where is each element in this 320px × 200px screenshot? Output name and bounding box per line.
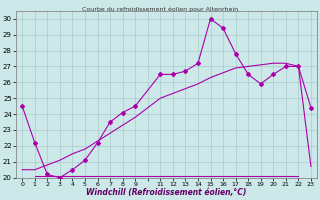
X-axis label: Windchill (Refroidissement éolien,°C): Windchill (Refroidissement éolien,°C)	[86, 188, 247, 197]
Text: Courbe du refroidissement éolien pour Altenrhein: Courbe du refroidissement éolien pour Al…	[82, 6, 238, 11]
